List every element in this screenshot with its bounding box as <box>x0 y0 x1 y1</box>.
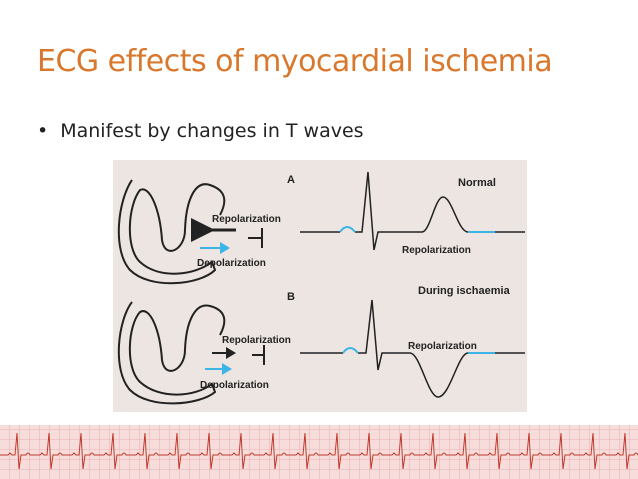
label: Normal <box>458 177 496 189</box>
label: Repolarization <box>222 335 291 346</box>
electrode <box>248 228 263 248</box>
slide-title: ECG effects of myocardial ischemia <box>37 44 553 79</box>
label: During ischaemia <box>418 285 511 297</box>
ecg-highlight <box>342 347 495 354</box>
ecg-trace <box>300 299 525 398</box>
heart-outline <box>117 301 226 405</box>
ecg-trace <box>300 171 525 251</box>
heart-outline <box>117 179 226 285</box>
depolarization-arrow <box>200 242 230 254</box>
bullet: • Manifest by changes in T waves <box>37 120 364 142</box>
ecg-highlight <box>339 226 495 233</box>
ecg-strip-trace <box>0 425 638 479</box>
repolarization-arrow <box>212 347 236 359</box>
bullet-text: Manifest by changes in T waves <box>60 120 364 142</box>
label: Repolarization <box>212 214 281 225</box>
bullet-dot: • <box>37 120 49 142</box>
depolarization-arrow <box>205 363 232 375</box>
panel-letter: A <box>287 174 295 186</box>
label: Depolarization <box>197 258 266 269</box>
panel-letter: B <box>287 291 295 303</box>
label: Repolarization <box>402 245 471 256</box>
label: Repolarization <box>408 341 477 352</box>
label: Depolarization <box>200 380 269 391</box>
electrode <box>252 345 265 365</box>
figure-background <box>113 160 527 412</box>
